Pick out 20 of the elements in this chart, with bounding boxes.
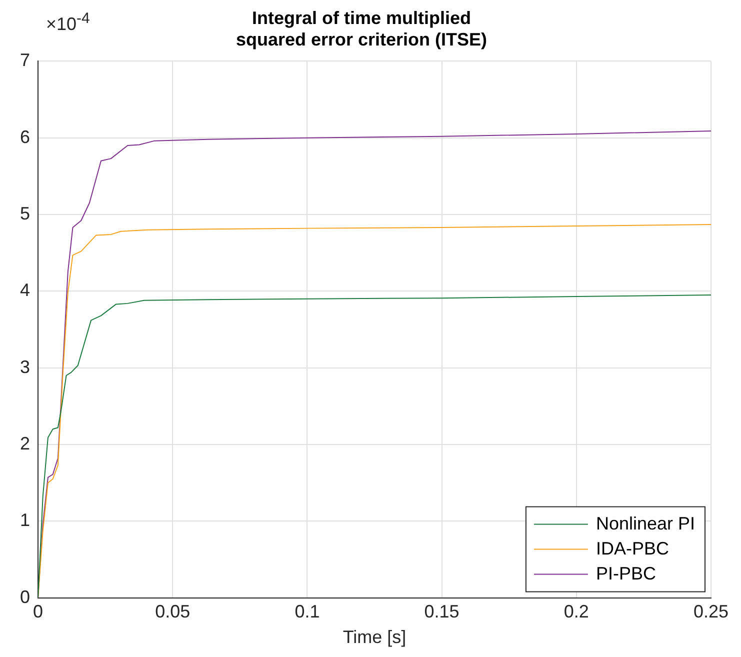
y-tick-label: 6: [20, 126, 30, 147]
x-tick-label: 0.25: [693, 602, 729, 622]
y-tick-label: 0: [20, 586, 30, 607]
x-tick-label: 0.15: [424, 602, 460, 622]
x-axis-title: Time [s]: [342, 627, 406, 648]
y-tick-label: 1: [20, 510, 30, 530]
y-tick-label: 2: [20, 433, 30, 454]
x-tick-label: 0.2: [564, 602, 589, 622]
y-tick-label: 4: [20, 280, 30, 300]
y-tick-label: 5: [20, 203, 30, 224]
x-tick-label: 0.05: [155, 602, 190, 622]
text: ×10$^{-4}$: [46, 10, 90, 35]
legend-label: PI-PBC: [596, 563, 656, 584]
x-tick-label: 0.1: [294, 602, 320, 622]
legend-label: Nonlinear PI: [596, 513, 696, 534]
y-tick-label: 3: [20, 356, 30, 377]
y-tick-label: 7: [20, 50, 30, 70]
x-tick-label: 0: [33, 602, 44, 622]
chart-title: Integral of time multiplied squared error criterion (ITSE): [236, 8, 488, 50]
legend-label: IDA-PBC: [596, 538, 669, 558]
